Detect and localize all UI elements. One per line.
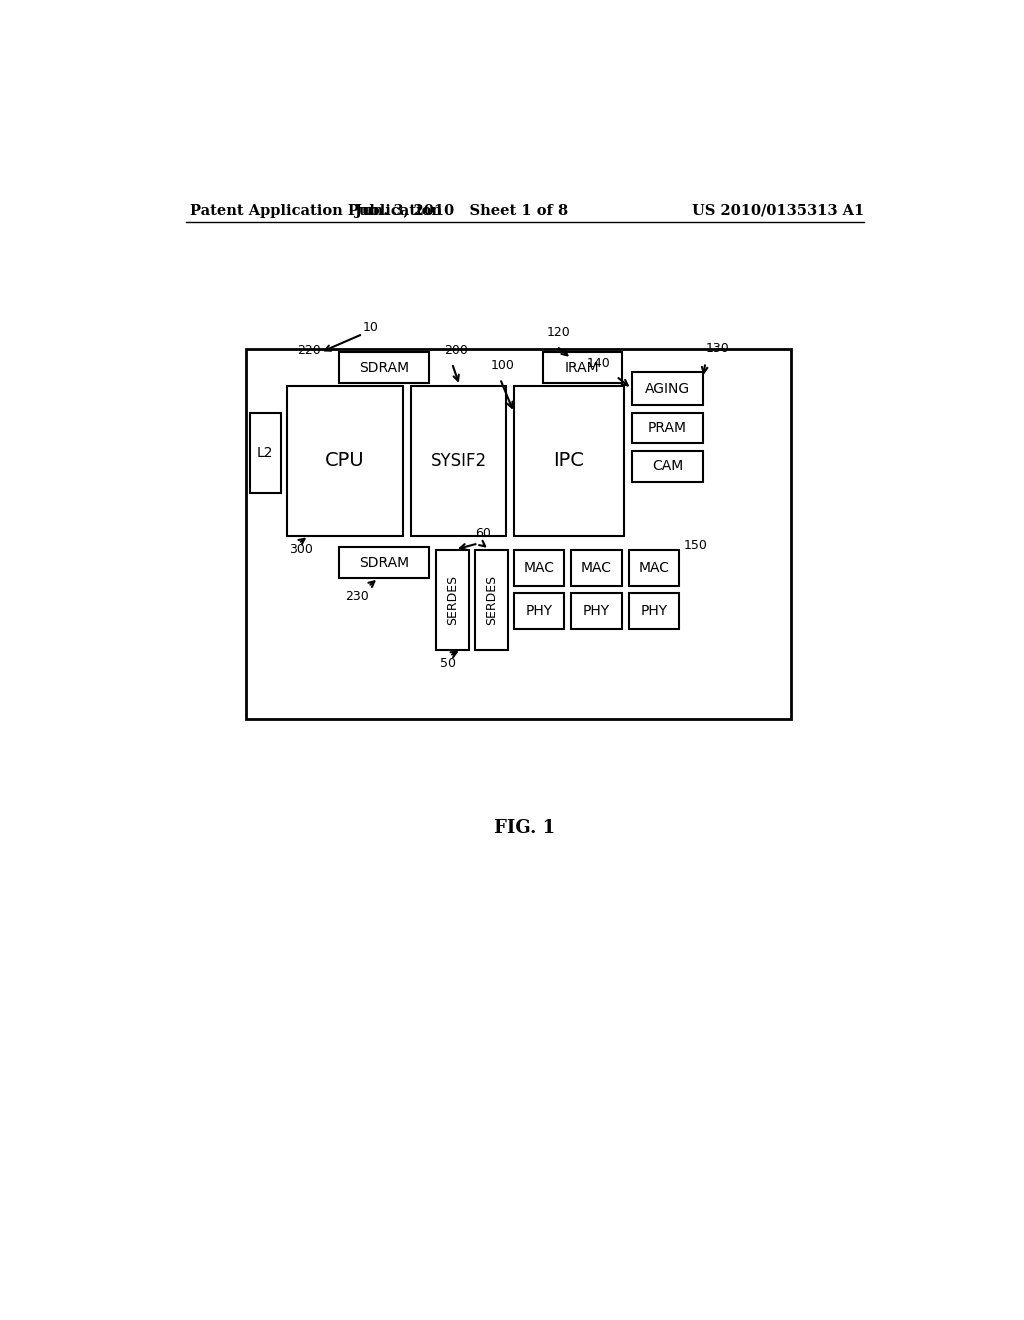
Bar (629, 549, 679, 586)
Bar (571, 549, 622, 586)
Bar (246, 350, 792, 719)
Text: 200: 200 (444, 345, 468, 358)
Bar (411, 385, 506, 536)
Text: PHY: PHY (640, 603, 668, 618)
Bar (514, 549, 564, 586)
Text: SDRAM: SDRAM (358, 360, 409, 375)
Text: 220: 220 (297, 345, 321, 358)
Text: AGING: AGING (645, 381, 690, 396)
Bar (632, 412, 703, 444)
Text: PRAM: PRAM (648, 421, 687, 434)
Text: L2: L2 (257, 446, 273, 459)
Text: SERDES: SERDES (446, 574, 459, 624)
Text: IPC: IPC (554, 451, 585, 470)
Text: PHY: PHY (583, 603, 610, 618)
Bar (250, 412, 281, 494)
Text: SERDES: SERDES (485, 574, 498, 624)
Bar (629, 593, 679, 628)
Bar (436, 549, 469, 649)
Text: PHY: PHY (525, 603, 553, 618)
Text: 10: 10 (362, 321, 379, 334)
Text: CPU: CPU (326, 451, 365, 470)
Bar (287, 385, 403, 536)
Text: Patent Application Publication: Patent Application Publication (190, 203, 442, 218)
Text: SYSIF2: SYSIF2 (430, 451, 486, 470)
Text: MAC: MAC (638, 561, 670, 574)
Text: 300: 300 (289, 544, 313, 557)
Text: 100: 100 (490, 359, 515, 372)
Bar (632, 451, 703, 482)
Text: 230: 230 (345, 590, 369, 603)
Text: SDRAM: SDRAM (358, 556, 409, 570)
Bar (514, 385, 624, 536)
Text: Jun. 3, 2010   Sheet 1 of 8: Jun. 3, 2010 Sheet 1 of 8 (354, 203, 568, 218)
Text: MAC: MAC (523, 561, 555, 574)
Text: 140: 140 (587, 358, 610, 370)
Text: FIG. 1: FIG. 1 (495, 820, 555, 837)
Text: 130: 130 (706, 342, 729, 355)
Bar (339, 352, 429, 383)
Text: 50: 50 (440, 657, 457, 671)
Bar (571, 593, 622, 628)
Bar (514, 593, 564, 628)
Text: 60: 60 (475, 527, 492, 540)
Text: 150: 150 (684, 539, 708, 552)
Bar (339, 548, 429, 578)
Text: MAC: MAC (581, 561, 612, 574)
Bar (632, 372, 703, 405)
Text: IRAM: IRAM (565, 360, 599, 375)
Text: 120: 120 (547, 326, 570, 339)
Bar (475, 549, 508, 649)
Bar (543, 352, 622, 383)
Text: CAM: CAM (651, 459, 683, 474)
Text: US 2010/0135313 A1: US 2010/0135313 A1 (692, 203, 864, 218)
